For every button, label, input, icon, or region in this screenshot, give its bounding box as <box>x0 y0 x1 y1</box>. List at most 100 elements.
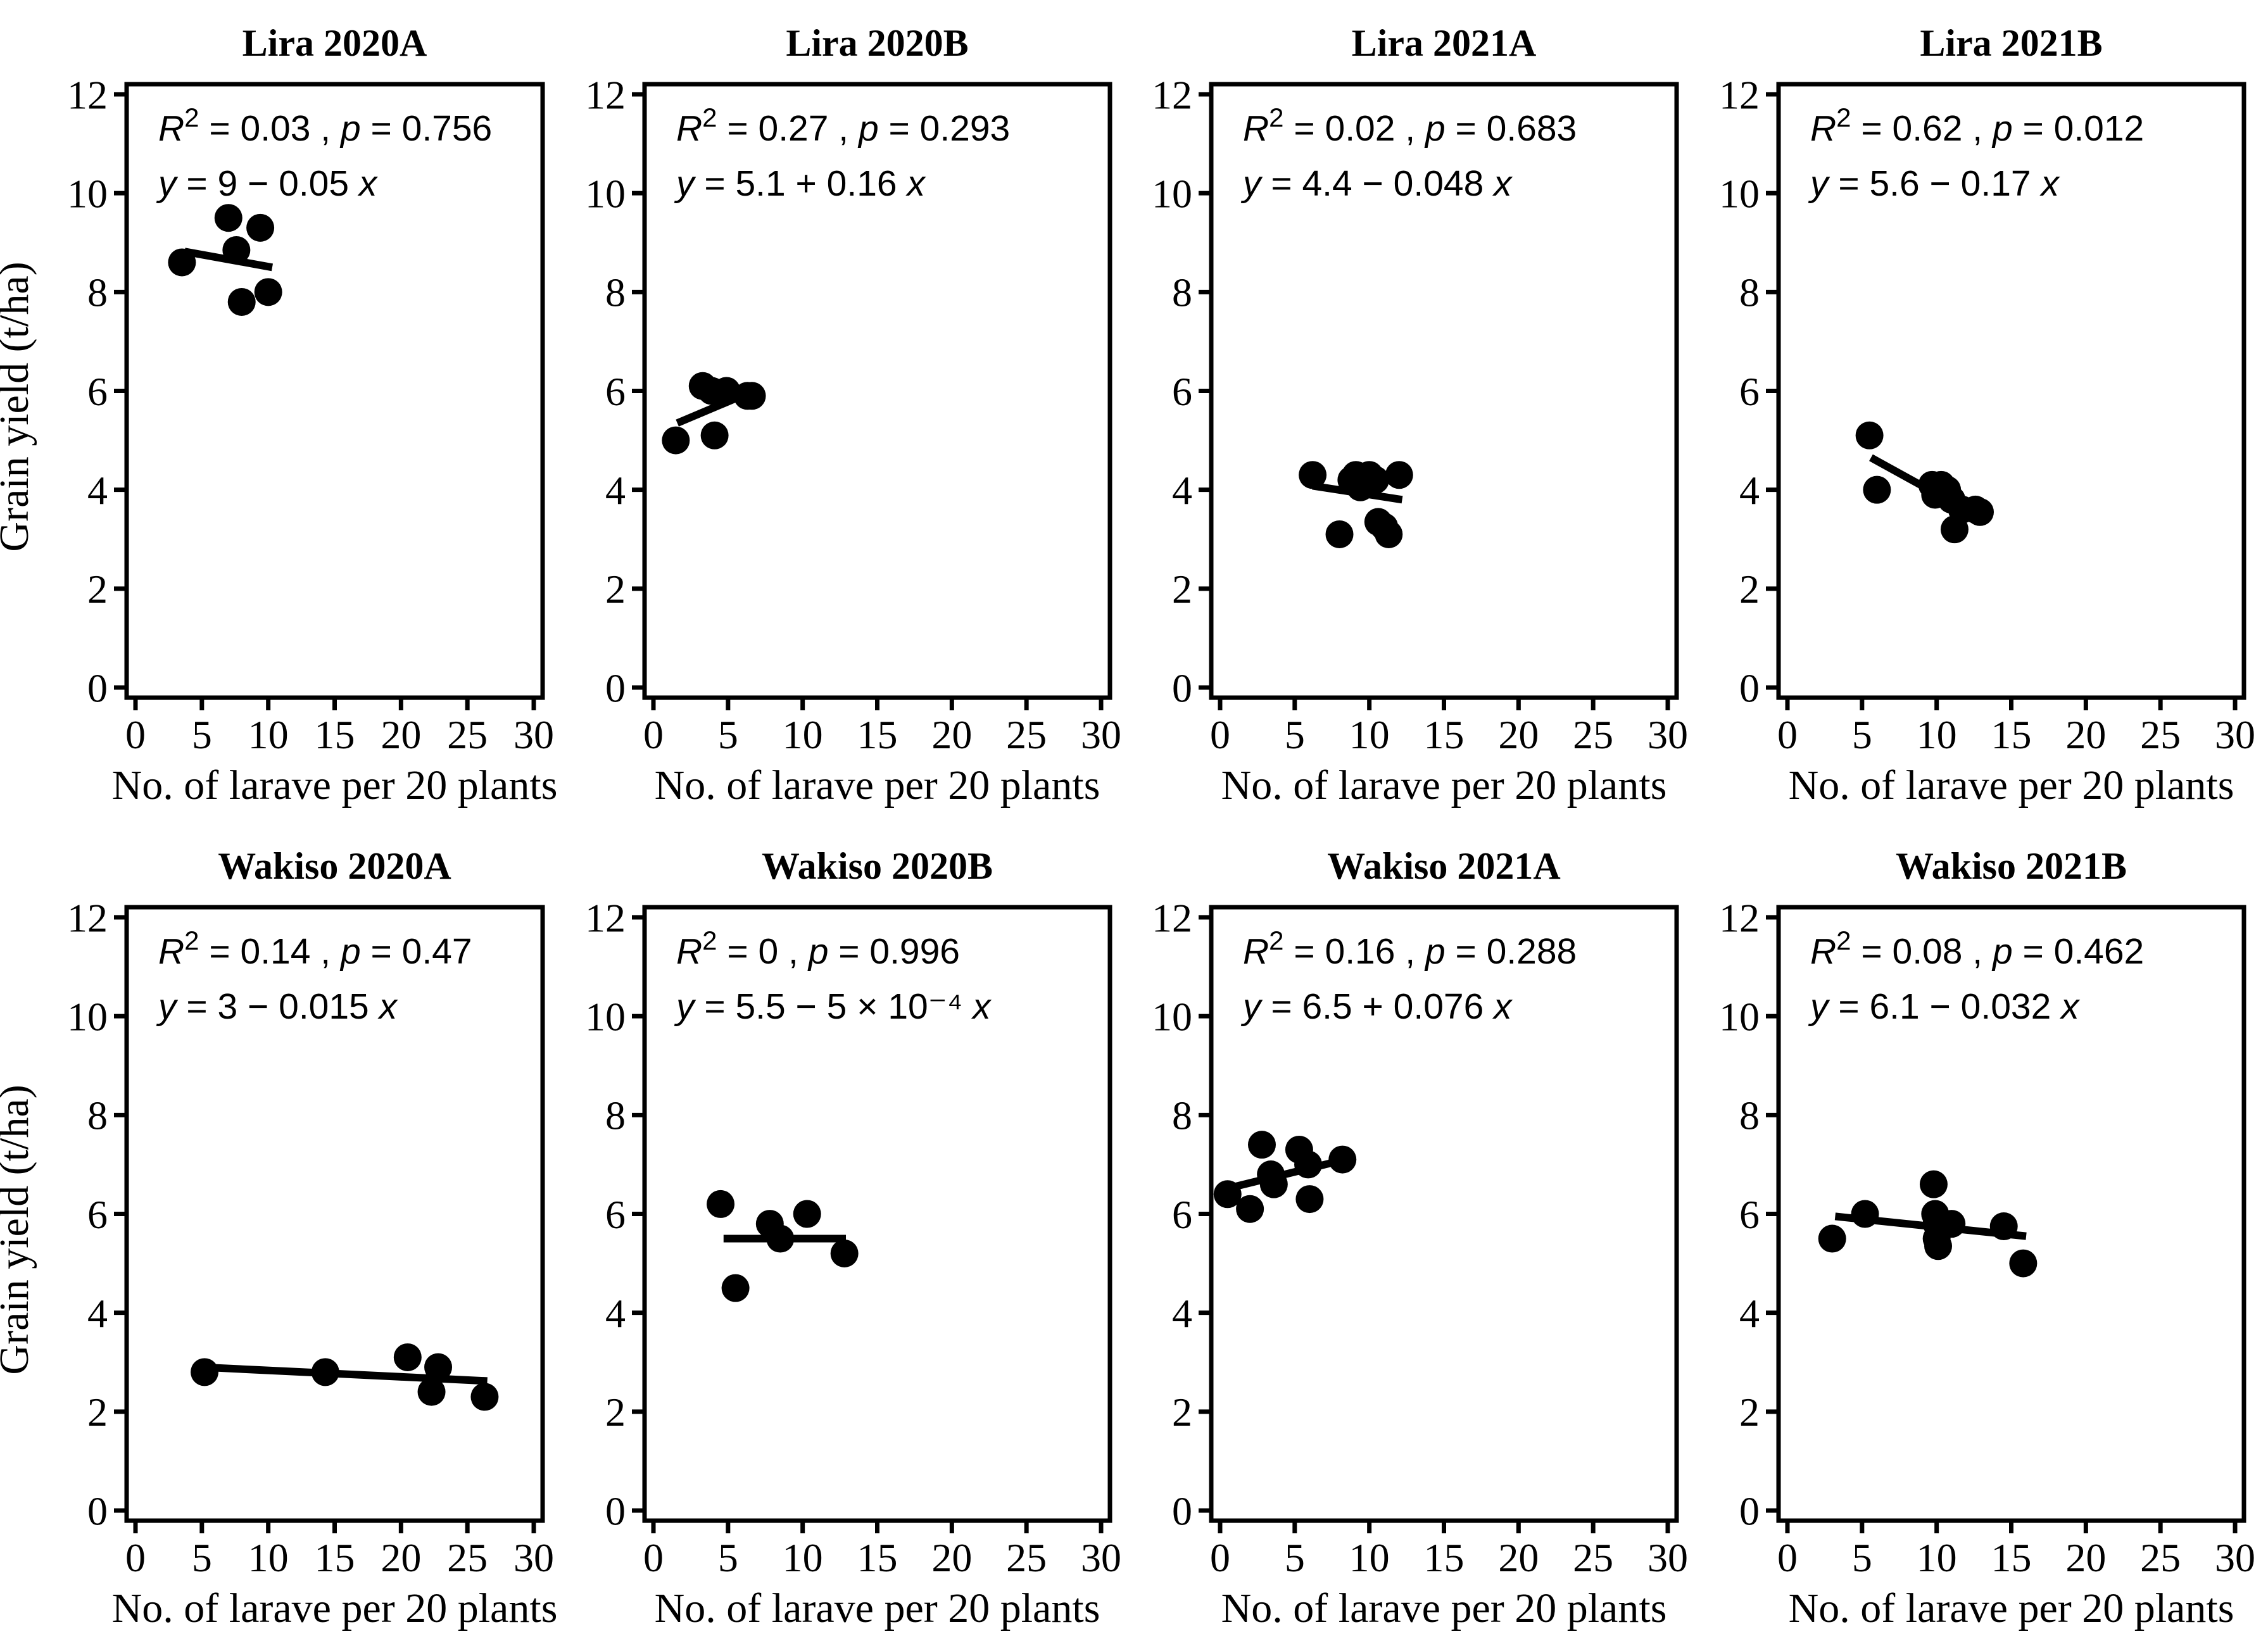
x-tick-label: 25 <box>2140 1535 2181 1580</box>
scatter-plot-svg: 0 2 4 6 8 10 12 0 5 10 15 20 25 30 Lira 2021A No. of la… <box>1152 22 1688 808</box>
x-tick-label: 0 <box>125 712 146 757</box>
x-tick-label: 0 <box>125 1535 146 1580</box>
panel-lira-2020b: 0 2 4 6 8 10 12 0 5 10 15 20 25 30 Lira 2020B No. of la… <box>567 0 1134 823</box>
data-point <box>1965 498 1994 526</box>
y-tick-label: 10 <box>1719 995 1760 1040</box>
x-tick-label: 10 <box>782 712 822 757</box>
y-axis-label: Grain yield (t/ha) <box>0 1084 37 1374</box>
y-tick-label: 4 <box>1739 468 1760 513</box>
y-tick-label: 2 <box>87 567 108 612</box>
data-point <box>1294 1150 1323 1179</box>
x-tick-label: 20 <box>1498 1535 1539 1580</box>
equation-annotation: y = 5.6 − 0.17 x <box>1808 163 2060 204</box>
data-point <box>1361 466 1390 494</box>
scatter-plot-svg: 0 2 4 6 8 10 12 0 5 10 15 20 25 30 Lira 2021B No. of la… <box>1719 22 2255 808</box>
r2-p-annotation: R2 = 0.62 , p = 0.012 <box>1810 103 2144 149</box>
x-axis-label: No. of larave per 20 plants <box>1788 762 2234 808</box>
x-tick-label: 20 <box>1498 712 1539 757</box>
y-tick-label: 10 <box>1719 172 1760 217</box>
data-point <box>1924 1232 1952 1260</box>
x-tick-label: 20 <box>931 712 972 757</box>
x-tick-label: 30 <box>513 1535 554 1580</box>
equation-annotation: y = 5.5 − 5 × 10⁻⁴ x <box>674 986 992 1027</box>
y-tick-label: 12 <box>1152 72 1192 117</box>
data-point <box>1236 1195 1264 1223</box>
data-point <box>1385 461 1413 489</box>
y-tick-label: 12 <box>67 895 108 940</box>
y-axis-label: Grain yield (t/ha) <box>0 261 37 551</box>
y-tick-label: 12 <box>67 72 108 117</box>
x-axis-label: No. of larave per 20 plants <box>654 1585 1100 1631</box>
data-point <box>417 1378 446 1406</box>
x-tick-label: 15 <box>315 1535 355 1580</box>
y-tick-label: 0 <box>605 665 626 710</box>
data-point <box>470 1383 499 1411</box>
x-tick-label: 15 <box>857 712 897 757</box>
y-tick-label: 10 <box>1152 172 1192 217</box>
panel-lira-2021a: 0 2 4 6 8 10 12 0 5 10 15 20 25 30 Lira 2021A No. of la… <box>1134 0 1701 823</box>
x-tick-label: 5 <box>192 1535 212 1580</box>
x-tick-label: 5 <box>1285 1535 1305 1580</box>
x-tick-label: 5 <box>192 712 212 757</box>
y-tick-label: 10 <box>585 172 626 217</box>
x-tick-label: 20 <box>2065 712 2106 757</box>
panel-wakiso-2021b: 0 2 4 6 8 10 12 0 5 10 15 20 25 30 Wakiso 2021B No. of … <box>1701 823 2268 1646</box>
y-tick-label: 2 <box>1739 567 1760 612</box>
r2-p-annotation: R2 = 0.27 , p = 0.293 <box>676 103 1010 149</box>
x-tick-label: 0 <box>1777 712 1798 757</box>
y-tick-label: 2 <box>605 567 626 612</box>
x-tick-label: 25 <box>1573 712 1613 757</box>
scatter-plot-svg: 0 2 4 6 8 10 12 0 5 10 15 20 25 30 Wakiso 2021A No. of … <box>1152 845 1688 1631</box>
x-tick-label: 25 <box>1006 712 1047 757</box>
y-tick-label: 10 <box>585 995 626 1040</box>
y-tick-label: 12 <box>1719 895 1760 940</box>
x-tick-label: 10 <box>248 1535 289 1580</box>
r2-p-annotation: R2 = 0.08 , p = 0.462 <box>1810 926 2144 972</box>
data-point <box>424 1353 453 1381</box>
x-axis-label: No. of larave per 20 plants <box>1221 1585 1667 1631</box>
x-axis-label: No. of larave per 20 plants <box>112 762 558 808</box>
y-tick-label: 0 <box>87 665 108 710</box>
y-tick-label: 4 <box>87 1291 108 1336</box>
data-point <box>1247 1131 1276 1159</box>
y-tick-label: 4 <box>1172 468 1192 513</box>
plot-box <box>1209 905 1679 1523</box>
data-point <box>1919 1170 1948 1198</box>
data-point <box>1937 1210 1965 1238</box>
equation-annotation: y = 6.1 − 0.032 x <box>1808 986 2081 1027</box>
x-axis-label: No. of larave per 20 plants <box>1788 1585 2234 1631</box>
equation-annotation: y = 4.4 − 0.048 x <box>1240 163 1513 204</box>
x-tick-label: 20 <box>931 1535 972 1580</box>
x-tick-label: 25 <box>1573 1535 1613 1580</box>
x-tick-label: 15 <box>1991 712 2031 757</box>
r2-p-annotation: R2 = 0.16 , p = 0.288 <box>1243 926 1577 972</box>
x-tick-label: 10 <box>782 1535 822 1580</box>
y-tick-label: 10 <box>1152 995 1192 1040</box>
y-tick-label: 6 <box>1739 369 1760 414</box>
data-point <box>738 382 766 410</box>
y-tick-label: 8 <box>87 1093 108 1138</box>
scatter-plot-svg: 0 2 4 6 8 10 12 0 5 10 15 20 25 30 Wakiso 2020A No. of … <box>0 845 557 1631</box>
r2-p-annotation: R2 = 0.14 , p = 0.47 <box>158 926 472 972</box>
data-point <box>1325 520 1354 548</box>
data-point <box>765 1224 794 1253</box>
x-tick-label: 25 <box>2140 712 2181 757</box>
panel-wakiso-2020b: 0 2 4 6 8 10 12 0 5 10 15 20 25 30 Wakiso 2020B No. of … <box>567 823 1134 1646</box>
x-tick-label: 5 <box>1851 712 1872 757</box>
r2-p-annotation: R2 = 0.02 , p = 0.683 <box>1243 103 1577 149</box>
data-point <box>2008 1249 2037 1278</box>
data-point <box>168 248 196 277</box>
y-tick-label: 2 <box>87 1390 108 1435</box>
y-tick-label: 2 <box>1172 567 1192 612</box>
y-tick-label: 6 <box>1172 369 1192 414</box>
panel-title: Wakiso 2021B <box>1895 845 2126 887</box>
y-tick-label: 6 <box>1739 1192 1760 1237</box>
data-point <box>1989 1212 2018 1241</box>
scatter-plot-svg: 0 2 4 6 8 10 12 0 5 10 15 20 25 30 Lira 2020B No. of la… <box>585 22 1121 808</box>
equation-annotation: y = 5.1 + 0.16 x <box>674 163 926 204</box>
y-tick-label: 10 <box>67 995 108 1040</box>
data-point <box>311 1358 339 1386</box>
x-tick-label: 30 <box>1647 1535 1688 1580</box>
panel-title: Wakiso 2021A <box>1327 845 1560 887</box>
data-point <box>1862 475 1891 504</box>
